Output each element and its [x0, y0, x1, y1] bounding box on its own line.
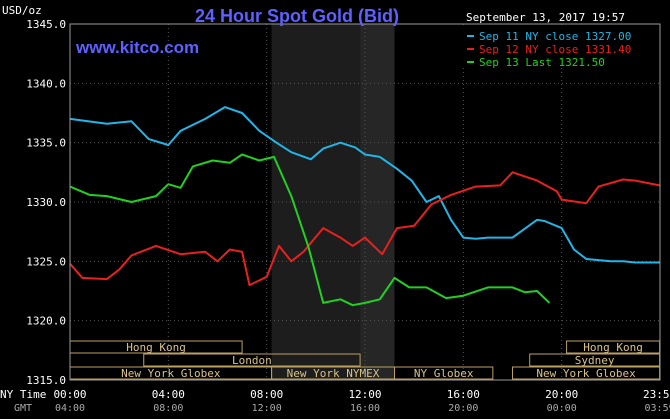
session-bar	[394, 366, 494, 380]
y-tick-label: 1330.0	[26, 196, 66, 209]
legend-label: Sep 12 NY close 1331.40	[479, 43, 631, 56]
x-tick-label-ny: 00:00	[53, 388, 86, 401]
x-tick-label-gmt: 04:00	[55, 403, 85, 414]
x-tick-label-gmt: 20:00	[448, 403, 478, 414]
x-tick-label-ny: 23:59	[643, 388, 670, 401]
session-bar	[143, 353, 361, 367]
x-tick-label-gmt: 00:00	[547, 403, 577, 414]
x-axis-label-gmt: GMT	[14, 403, 32, 414]
watermark: www.kitco.com	[75, 38, 199, 57]
grid-lines	[70, 24, 660, 380]
x-tick-label-ny: 12:00	[348, 388, 381, 401]
plot-frame	[69, 23, 661, 381]
x-tick-label-gmt: 12:00	[252, 403, 282, 414]
timestamp: September 13, 2017 19:57	[466, 11, 625, 24]
session-label: Hong Kong	[583, 341, 643, 354]
x-tick-label-ny: 04:00	[152, 388, 185, 401]
session-label: New York Globex	[536, 367, 636, 380]
session-label: Hong Kong	[126, 341, 186, 354]
x-tick-label-gmt: 08:00	[153, 403, 183, 414]
x-axis-label-ny: NY Time	[0, 388, 46, 401]
session-label: Sydney	[575, 354, 615, 367]
y-tick-label: 1315.0	[26, 374, 66, 387]
y-axis-ticks: 1345.0 1340.0 1335.0 1330.0 1325.0 1320.0 1315…	[26, 18, 66, 387]
series-line	[69, 171, 660, 287]
y-tick-label: 1345.0	[26, 18, 66, 31]
y-axis-label: USD/oz	[2, 4, 42, 17]
x-tick-label-ny: 20:00	[545, 388, 578, 401]
legend-box	[462, 26, 658, 66]
legend-label: Sep 13 Last 1321.50	[479, 56, 605, 69]
session-label: London	[232, 354, 272, 367]
series-line	[69, 106, 660, 264]
x-axis-ticks: 00:00 04:00 04:00 08:00 08:00 12:00 12:00 16:00…	[53, 388, 670, 414]
x-tick-label-ny: 08:00	[250, 388, 283, 401]
y-tick-label: 1335.0	[26, 137, 66, 150]
session-label: NY Globex	[414, 367, 474, 380]
y-tick-label: 1325.0	[26, 255, 66, 268]
session-label: New York Globex	[121, 367, 221, 380]
series-lines	[69, 106, 660, 307]
x-tick-label-gmt: 03:59	[645, 403, 670, 414]
series-line	[69, 153, 551, 307]
legend-label: Sep 11 NY close 1327.00	[479, 30, 631, 43]
y-tick-label: 1340.0	[26, 77, 66, 90]
y-tick-label: 1320.0	[26, 315, 66, 328]
chart-title: 24 Hour Spot Gold (Bid)	[195, 6, 399, 26]
shaded-region	[360, 24, 395, 380]
session-label: New York NYMEX	[287, 367, 380, 380]
x-tick-label-gmt: 16:00	[350, 403, 380, 414]
x-tick-label-ny: 16:00	[447, 388, 480, 401]
